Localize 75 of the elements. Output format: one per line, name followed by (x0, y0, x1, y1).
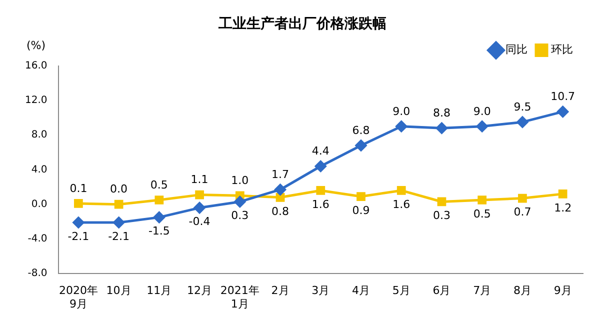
data-label: 9.5 (514, 100, 532, 114)
point (516, 116, 528, 128)
x-tick-label: 8月 (513, 284, 532, 298)
data-label: 0.1 (70, 182, 88, 195)
data-label: -1.5 (148, 224, 170, 238)
data-label: 8.8 (432, 106, 450, 120)
data-label: 4.4 (312, 144, 330, 158)
point (437, 197, 446, 206)
point (154, 196, 164, 204)
point (396, 186, 406, 195)
data-label: 0.3 (432, 209, 450, 222)
data-label: 0.0 (110, 182, 128, 196)
point (194, 202, 206, 214)
data-label: 0.5 (150, 178, 168, 192)
point (355, 140, 367, 152)
data-label: 9.0 (473, 104, 491, 118)
data-label: 1.6 (312, 198, 330, 211)
point (276, 192, 285, 202)
data-label: 10.7 (550, 90, 576, 104)
y-tick-label: -4.0 (28, 234, 48, 245)
y-tick-label: 4.0 (31, 164, 48, 176)
point (153, 212, 165, 224)
point (274, 184, 286, 196)
point (72, 216, 84, 228)
chart-title: 工业生产者出厂价格涨跌幅 (218, 15, 386, 32)
data-label: 1.0 (231, 174, 249, 188)
x-tick-label: 3月 (312, 284, 330, 298)
point (113, 216, 125, 228)
data-label: 0.7 (514, 206, 532, 219)
point (356, 192, 366, 201)
x-tick-label: 9月 (554, 284, 572, 298)
y-tick-label: 0.0 (31, 198, 48, 210)
data-label: 1.6 (392, 198, 410, 211)
y-tick-label: 12.0 (25, 95, 48, 106)
data-label: -2.1 (68, 230, 90, 243)
point (314, 160, 326, 172)
x-tick-label: 6月 (432, 284, 451, 298)
data-label: 1.2 (554, 201, 572, 214)
point (478, 196, 487, 204)
data-label: 6.8 (352, 124, 370, 137)
y-axis-title: (%) (26, 39, 46, 52)
x-tick-label: 7月 (473, 284, 492, 298)
x-tick-label: 11月 (146, 284, 172, 298)
point (195, 190, 204, 200)
point (396, 120, 408, 132)
x-tick-label: 2月 (271, 284, 290, 298)
x-tick-label: 2020年 9月 (58, 284, 98, 310)
point (234, 196, 246, 208)
data-label: 1.1 (190, 173, 208, 186)
x-tick-label: 12月 (187, 284, 212, 298)
point (558, 190, 568, 198)
data-label: 1.7 (272, 168, 290, 181)
data-label: 0.9 (352, 204, 370, 217)
point (518, 194, 527, 203)
data-label: -0.4 (188, 215, 210, 228)
y-tick-label: -8.0 (28, 268, 48, 280)
legend-label: 环比 (551, 43, 573, 56)
x-tick-label: 5月 (392, 284, 410, 298)
y-tick-label: 16.0 (25, 60, 48, 72)
point (114, 200, 124, 209)
data-label: 9.0 (392, 104, 410, 118)
point (476, 120, 488, 132)
point (557, 106, 569, 118)
point (436, 122, 448, 134)
y-tick-label: 8.0 (31, 130, 48, 141)
data-label: 0.5 (473, 207, 491, 220)
data-label: -2.1 (108, 230, 130, 243)
data-label: 0.8 (272, 204, 290, 218)
point (316, 186, 326, 195)
x-tick-label: 4月 (352, 284, 370, 298)
x-tick-label: 10月 (106, 284, 132, 298)
legend-label: 同比 (506, 43, 528, 56)
data-label: 0.3 (231, 209, 249, 222)
x-tick-label: 2021年 1月 (220, 284, 260, 310)
point (74, 199, 83, 208)
